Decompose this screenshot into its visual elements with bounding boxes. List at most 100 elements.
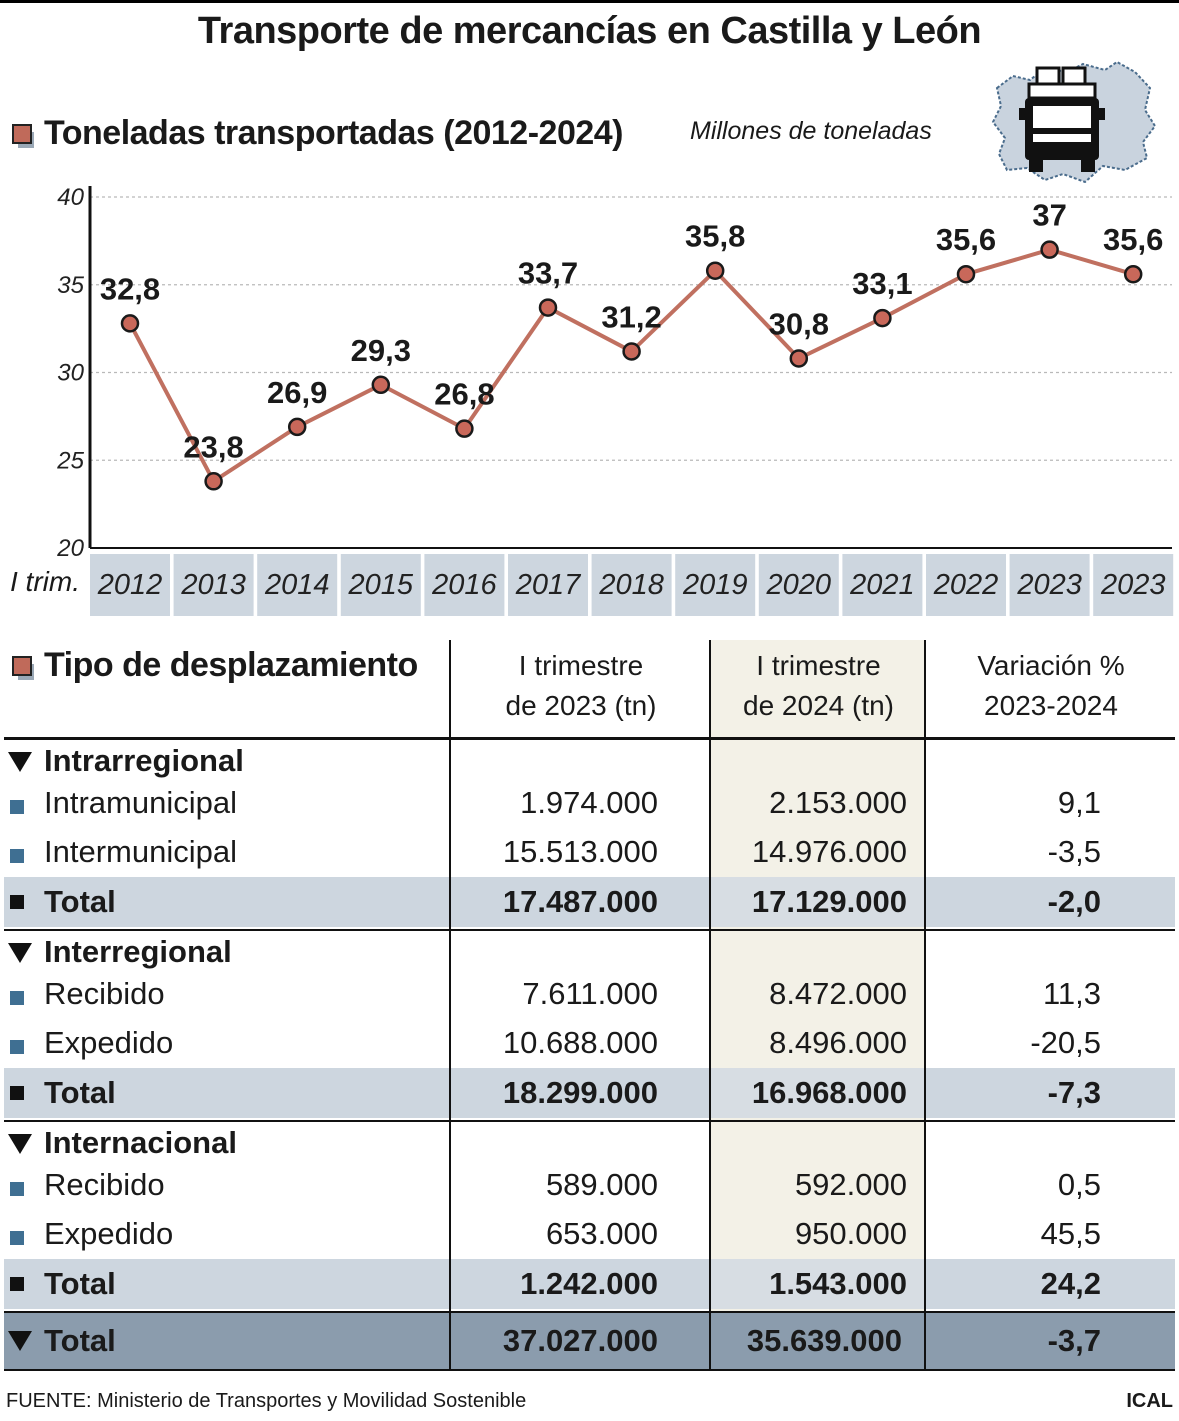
total-value-2023: 1.242.000 (520, 1266, 658, 1301)
row-label: Recibido (44, 976, 165, 1011)
group-separator (4, 1311, 1175, 1313)
x-tick-label: 2023 (1016, 569, 1082, 601)
total-band (4, 1068, 1175, 1118)
group-triangle-icon (8, 1134, 32, 1154)
x-tick-bg (1009, 554, 1090, 616)
x-tick-label: 2014 (264, 569, 330, 601)
total-bullet-icon (10, 1086, 24, 1100)
table-bottom-rule (4, 1369, 1175, 1371)
table-title: Tipo de desplazamiento (44, 646, 418, 684)
header-2023: I trimestre de 2023 (tn) (505, 650, 657, 721)
data-point (873, 308, 892, 328)
x-tick-label: 2023 (1100, 569, 1166, 601)
x-tick-bg (591, 554, 672, 616)
y-tick-label: 30 (57, 360, 84, 387)
data-label: 35,8 (685, 219, 745, 254)
data-point (1040, 240, 1059, 259)
total-band (4, 877, 1175, 927)
row-value-2024: 8.496.000 (769, 1025, 907, 1060)
row-value-2023: 653.000 (545, 1216, 658, 1251)
total-variation: -7,3 (1047, 1075, 1101, 1110)
x-tick-bg (926, 554, 1006, 616)
data-label: 32,8 (100, 271, 160, 306)
total-variation: 24,2 (1040, 1266, 1101, 1301)
x-tick-bg (675, 554, 756, 616)
chart-y-ticks: 20 25 30 35 40 (56, 184, 84, 562)
y-tick-label: 35 (57, 272, 84, 299)
row-label: Intermunicipal (44, 834, 237, 869)
row-variation: 45,5 (1040, 1216, 1101, 1251)
group-triangle-icon (8, 752, 32, 772)
total-band-highlight (710, 1259, 925, 1309)
y-tick-label: 40 (57, 184, 84, 211)
data-point (120, 314, 140, 333)
total-label: Total (44, 1266, 116, 1301)
x-tick-bg (340, 554, 421, 616)
chart-units-label: Millones de toneladas (690, 117, 932, 145)
group-triangle-icon (8, 943, 32, 963)
x-tick-label: 2017 (515, 569, 582, 601)
data-point (956, 264, 976, 284)
row-variation: 11,3 (1042, 976, 1101, 1011)
row-variation: -3,5 (1047, 834, 1101, 869)
row-value-2023: 10.688.000 (502, 1025, 658, 1060)
column-divider (449, 640, 451, 1370)
main-title: Transporte de mercancías en Castilla y L… (197, 10, 982, 52)
x-tick-label: 2018 (598, 569, 664, 601)
group-separator (4, 1120, 1175, 1122)
y-tick-label: 20 (56, 535, 84, 562)
group-separator (4, 929, 1175, 931)
y-tick-label: 25 (56, 447, 84, 474)
chart-grid (88, 186, 1172, 549)
group-title: Internacional (44, 1125, 237, 1160)
total-band (4, 1259, 1175, 1309)
total-bullet-icon (10, 1277, 24, 1291)
row-label: Intramunicipal (44, 785, 237, 820)
row-value-2024: 2.153.000 (769, 785, 907, 820)
row-value-2024: 592.000 (794, 1167, 907, 1202)
highlight-column (710, 640, 925, 1370)
data-point (538, 298, 558, 317)
row-value-2024: 8.472.000 (769, 976, 907, 1011)
x-tick-label: 2021 (849, 569, 915, 601)
row-bullet-icon (10, 1231, 24, 1245)
data-point (371, 375, 391, 395)
section-bullet-icon (12, 124, 32, 144)
grand-total-band (4, 1313, 1175, 1369)
chart-data-labels: 32,8 23,8 26,9 29,3 26,8 33,7 31,2 35,8 30,8 33,1… (100, 198, 1164, 465)
row-variation: 0,5 (1057, 1167, 1101, 1202)
data-label: 31,2 (601, 299, 661, 334)
row-value-2023: 7.611.000 (522, 976, 658, 1011)
group-separator (4, 738, 1175, 740)
data-label: 35,6 (936, 222, 996, 257)
x-tick-label: 2015 (348, 569, 414, 601)
row-value-2023: 589.000 (545, 1167, 658, 1202)
source-note: FUENTE: Ministerio de Transportes y Movi… (6, 1390, 527, 1412)
brand-label: ICAL (1126, 1390, 1173, 1412)
data-point (789, 349, 809, 368)
grand-total-2024: 35.639.000 (746, 1323, 902, 1358)
x-tick-label: 2020 (766, 569, 832, 601)
data-label: 37 (1032, 198, 1066, 233)
data-point (1123, 264, 1143, 284)
x-tick-label: 2012 (97, 569, 163, 601)
x-axis-prefix: I trim. (10, 566, 80, 597)
data-label: 35,6 (1103, 222, 1163, 257)
data-point (705, 261, 725, 280)
grand-total-variation: -3,7 (1047, 1323, 1101, 1358)
castilla-leon-map-icon (991, 60, 1157, 183)
total-label: Total (44, 1075, 116, 1110)
row-bullet-icon (10, 1182, 24, 1196)
total-bullet-icon (10, 895, 24, 909)
row-value-2023: 1.974.000 (520, 785, 658, 820)
total-variation: -2,0 (1047, 884, 1101, 919)
row-variation: -20,5 (1030, 1025, 1101, 1060)
x-tick-bg (1093, 554, 1174, 616)
row-variation: 9,1 (1057, 785, 1101, 820)
total-band-highlight (710, 877, 925, 927)
x-tick-bg (424, 554, 505, 616)
x-tick-label: 2013 (180, 569, 246, 601)
x-tick-bg (173, 554, 254, 616)
top-rule (0, 0, 1179, 3)
header-rule (4, 737, 1175, 739)
